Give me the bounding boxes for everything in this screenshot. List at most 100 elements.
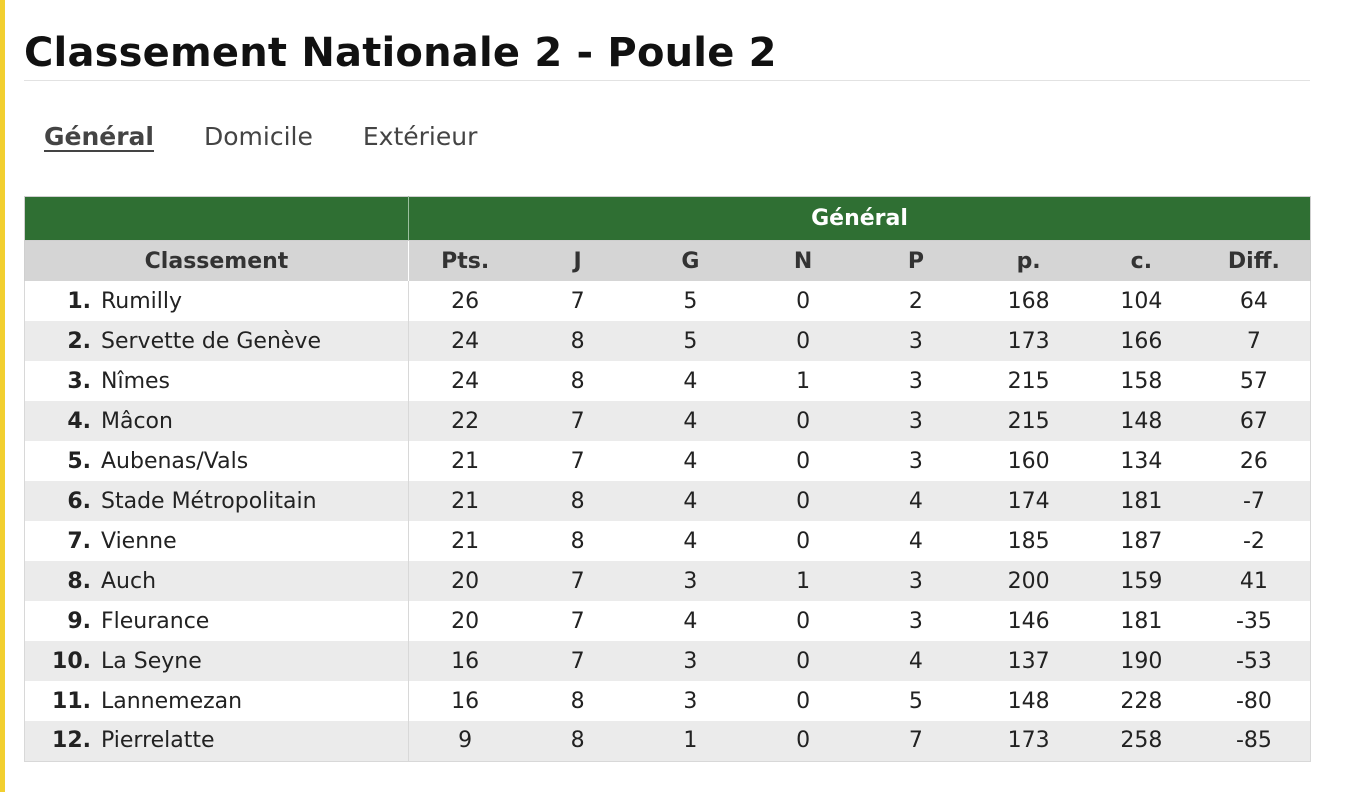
diff-cell: -80 bbox=[1197, 681, 1312, 721]
rank-label: 7. bbox=[67, 528, 91, 554]
table-row: 4. Mâcon 22 7 4 0 3 215 148 67 bbox=[24, 401, 1312, 441]
team-name: Pierrelatte bbox=[101, 728, 215, 754]
n-cell: 0 bbox=[746, 601, 860, 641]
g-cell: 4 bbox=[634, 361, 747, 401]
col-header-pts: Pts. bbox=[408, 240, 522, 281]
pts-cell: 16 bbox=[408, 641, 522, 681]
j-cell: 7 bbox=[521, 601, 634, 641]
accent-bar bbox=[0, 0, 5, 792]
diff-cell: -2 bbox=[1197, 521, 1312, 561]
team-name: La Seyne bbox=[101, 648, 202, 674]
tab-domicile[interactable]: Domicile bbox=[204, 122, 313, 151]
table-row: 9. Fleurance 20 7 4 0 3 146 181 -35 bbox=[24, 601, 1312, 641]
rank-label: 6. bbox=[67, 488, 91, 514]
col-header-points-for: p. bbox=[972, 240, 1085, 281]
standings-tabs: Général Domicile Extérieur bbox=[44, 122, 477, 151]
col-header-p: P bbox=[859, 240, 973, 281]
pts-cell: 9 bbox=[408, 721, 522, 762]
points-for-cell: 215 bbox=[972, 361, 1085, 401]
j-cell: 7 bbox=[521, 281, 634, 321]
g-cell: 5 bbox=[634, 321, 747, 361]
rank-label: 10. bbox=[52, 648, 91, 674]
team-name: Nîmes bbox=[101, 368, 170, 394]
p-cell: 7 bbox=[859, 721, 973, 762]
rank-label: 2. bbox=[67, 328, 91, 354]
group-header-general: Général bbox=[407, 196, 1312, 241]
pts-cell: 20 bbox=[408, 601, 522, 641]
p-cell: 4 bbox=[859, 521, 973, 561]
j-cell: 8 bbox=[521, 721, 634, 762]
points-against-cell: 258 bbox=[1085, 721, 1198, 762]
tab-exterieur[interactable]: Extérieur bbox=[362, 122, 478, 151]
n-cell: 0 bbox=[746, 641, 860, 681]
g-cell: 4 bbox=[634, 401, 747, 441]
j-cell: 7 bbox=[521, 561, 634, 601]
table-row: 10. La Seyne 16 7 3 0 4 137 190 -53 bbox=[24, 641, 1312, 681]
team-name: Auch bbox=[101, 568, 157, 594]
diff-cell: 67 bbox=[1197, 401, 1312, 441]
n-cell: 0 bbox=[746, 681, 860, 721]
pts-cell: 21 bbox=[408, 521, 522, 561]
diff-cell: -85 bbox=[1197, 721, 1312, 762]
diff-cell: 26 bbox=[1197, 441, 1312, 481]
points-against-cell: 181 bbox=[1085, 481, 1198, 521]
table-row: 8. Auch 20 7 3 1 3 200 159 41 bbox=[24, 561, 1312, 601]
diff-cell: -53 bbox=[1197, 641, 1312, 681]
n-cell: 0 bbox=[746, 521, 860, 561]
rank-label: 9. bbox=[67, 608, 91, 634]
points-against-cell: 228 bbox=[1085, 681, 1198, 721]
points-against-cell: 187 bbox=[1085, 521, 1198, 561]
tab-general[interactable]: Général bbox=[44, 122, 154, 151]
points-for-cell: 146 bbox=[972, 601, 1085, 641]
g-cell: 1 bbox=[634, 721, 747, 762]
rank-label: 3. bbox=[67, 368, 91, 394]
col-header-diff: Diff. bbox=[1197, 240, 1312, 281]
g-cell: 5 bbox=[634, 281, 747, 321]
team-name: Mâcon bbox=[101, 408, 173, 434]
n-cell: 0 bbox=[746, 481, 860, 521]
page-title: Classement Nationale 2 - Poule 2 bbox=[24, 30, 777, 76]
j-cell: 8 bbox=[521, 521, 634, 561]
p-cell: 4 bbox=[859, 481, 973, 521]
points-against-cell: 148 bbox=[1085, 401, 1198, 441]
team-name: Servette de Genève bbox=[101, 328, 321, 354]
points-for-cell: 137 bbox=[972, 641, 1085, 681]
column-header-row: Classement Pts. J G N P p. c. Diff. bbox=[24, 240, 1312, 281]
team-name: Fleurance bbox=[101, 608, 210, 634]
table-row: 6. Stade Métropolitain 21 8 4 0 4 174 181 -7 bbox=[24, 481, 1312, 521]
points-for-cell: 215 bbox=[972, 401, 1085, 441]
pts-cell: 22 bbox=[408, 401, 522, 441]
rank-label: 4. bbox=[67, 408, 91, 434]
pts-cell: 26 bbox=[408, 281, 522, 321]
points-for-cell: 173 bbox=[972, 721, 1085, 762]
points-for-cell: 148 bbox=[972, 681, 1085, 721]
p-cell: 5 bbox=[859, 681, 973, 721]
team-cell: 2. Servette de Genève bbox=[24, 321, 409, 361]
team-cell: 5. Aubenas/Vals bbox=[24, 441, 409, 481]
pts-cell: 20 bbox=[408, 561, 522, 601]
g-cell: 3 bbox=[634, 641, 747, 681]
team-name: Rumilly bbox=[101, 288, 183, 314]
j-cell: 8 bbox=[521, 361, 634, 401]
team-name: Lannemezan bbox=[101, 688, 243, 714]
standings-table: Général Classement Pts. J G N P p. c. Di… bbox=[24, 196, 1312, 762]
group-header-row: Général bbox=[24, 196, 1312, 241]
n-cell: 1 bbox=[746, 361, 860, 401]
table-row: 7. Vienne 21 8 4 0 4 185 187 -2 bbox=[24, 521, 1312, 561]
rank-label: 5. bbox=[67, 448, 91, 474]
table-row: 2. Servette de Genève 24 8 5 0 3 173 166 7 bbox=[24, 321, 1312, 361]
points-for-cell: 185 bbox=[972, 521, 1085, 561]
j-cell: 7 bbox=[521, 641, 634, 681]
team-cell: 7. Vienne bbox=[24, 521, 409, 561]
points-for-cell: 168 bbox=[972, 281, 1085, 321]
team-cell: 11. Lannemezan bbox=[24, 681, 409, 721]
team-name: Stade Métropolitain bbox=[101, 488, 317, 514]
points-against-cell: 158 bbox=[1085, 361, 1198, 401]
points-for-cell: 174 bbox=[972, 481, 1085, 521]
g-cell: 4 bbox=[634, 521, 747, 561]
pts-cell: 24 bbox=[408, 321, 522, 361]
rank-label: 8. bbox=[67, 568, 91, 594]
col-header-classement: Classement bbox=[24, 240, 409, 281]
team-cell: 6. Stade Métropolitain bbox=[24, 481, 409, 521]
table-row: 1. Rumilly 26 7 5 0 2 168 104 64 bbox=[24, 281, 1312, 321]
